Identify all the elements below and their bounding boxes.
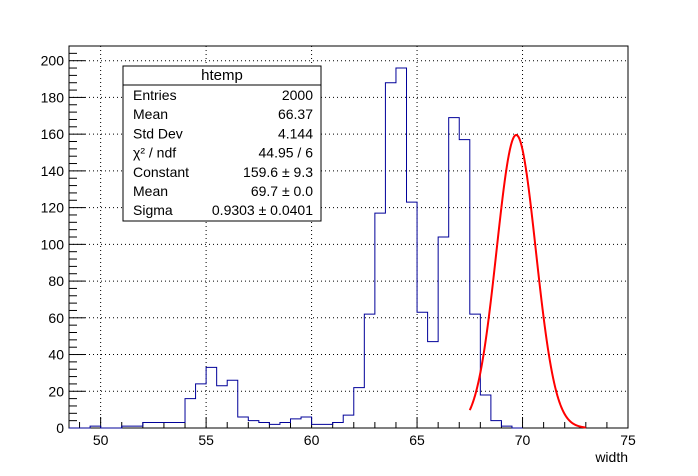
x-tick-label: 55 xyxy=(198,432,214,448)
y-tick-label: 120 xyxy=(41,200,65,216)
histogram-bin xyxy=(396,68,407,428)
stats-row-value: 44.95 / 6 xyxy=(259,145,314,161)
stats-row-value: 69.7 ± 0.0 xyxy=(251,183,313,199)
x-tick-label: 70 xyxy=(515,432,531,448)
histogram-bin xyxy=(164,422,175,428)
stats-row-value: 159.6 ± 9.3 xyxy=(243,164,313,180)
stats-row-label: Mean xyxy=(133,183,168,199)
x-tick-label: 65 xyxy=(409,432,425,448)
histogram-bin xyxy=(312,424,323,428)
gaussian-fit-curve xyxy=(468,133,586,429)
x-axis-label: width xyxy=(594,449,628,465)
histogram-bin xyxy=(333,422,344,428)
histogram-bin xyxy=(217,386,228,428)
histogram-bin xyxy=(248,421,259,428)
histogram-bin xyxy=(153,422,164,428)
stats-box-frame xyxy=(122,65,322,222)
histogram-bin xyxy=(385,83,396,428)
stats-box-title: htemp xyxy=(201,67,243,84)
stats-box: htemp Entries 2000 Mean 66.37 Std Dev 4.144 χ²… xyxy=(122,65,322,222)
x-axis: 50 55 60 65 70 75 xyxy=(79,417,636,448)
stats-row-label: Sigma xyxy=(133,202,173,218)
x-tick-label: 50 xyxy=(93,432,109,448)
stats-row-label: χ² / ndf xyxy=(133,145,176,161)
histogram-bin xyxy=(290,419,301,428)
histogram-bin xyxy=(143,422,154,428)
histogram-bin xyxy=(343,415,354,428)
histogram-bin xyxy=(238,417,249,428)
y-tick-label: 40 xyxy=(48,347,64,363)
histogram-bin xyxy=(364,314,375,428)
histogram-bin xyxy=(354,388,365,428)
y-tick-label: 100 xyxy=(41,236,65,252)
y-tick-label: 0 xyxy=(56,420,64,436)
histogram-bin xyxy=(280,422,291,428)
y-tick-label: 180 xyxy=(41,89,65,105)
histogram-bin xyxy=(259,422,270,428)
histogram-bin xyxy=(196,384,207,428)
histogram-bin xyxy=(269,424,280,428)
x-tick-label: 60 xyxy=(304,432,320,448)
histogram-bin xyxy=(185,399,196,428)
histogram-bin xyxy=(227,380,238,428)
y-tick-label: 80 xyxy=(48,273,64,289)
histogram-bin xyxy=(301,417,312,428)
stats-row-value: 0.9303 ± 0.0401 xyxy=(212,202,313,218)
stats-row-label: Std Dev xyxy=(133,125,183,141)
histogram-bin xyxy=(470,314,481,428)
histogram-bin xyxy=(174,422,185,428)
stats-row-label: Mean xyxy=(133,106,168,122)
histogram-bin xyxy=(417,312,428,428)
stats-row-value: 4.144 xyxy=(278,125,313,141)
y-tick-label: 140 xyxy=(41,163,65,179)
stats-row-value: 66.37 xyxy=(278,106,313,122)
histogram-outline xyxy=(69,67,523,429)
histogram-bin xyxy=(322,424,333,428)
stats-row-value: 2000 xyxy=(282,87,313,103)
stats-row-label: Entries xyxy=(133,87,177,103)
histogram-bin xyxy=(491,421,502,428)
y-tick-label: 160 xyxy=(41,126,65,142)
histogram-bin xyxy=(438,237,449,428)
y-axis: 0 20 40 60 80 100 120 140 160 180 200 xyxy=(41,45,85,436)
x-tick-label: 75 xyxy=(620,432,636,448)
histogram-bin xyxy=(449,118,460,428)
histogram-bin xyxy=(375,213,386,428)
histogram-bin xyxy=(480,395,491,428)
histogram-bin xyxy=(407,202,418,428)
stats-row-label: Constant xyxy=(133,164,189,180)
histogram-bin xyxy=(206,367,217,428)
y-tick-label: 20 xyxy=(48,383,64,399)
y-tick-label: 200 xyxy=(41,53,65,69)
y-tick-label: 60 xyxy=(48,310,64,326)
histogram-bin xyxy=(459,140,470,428)
